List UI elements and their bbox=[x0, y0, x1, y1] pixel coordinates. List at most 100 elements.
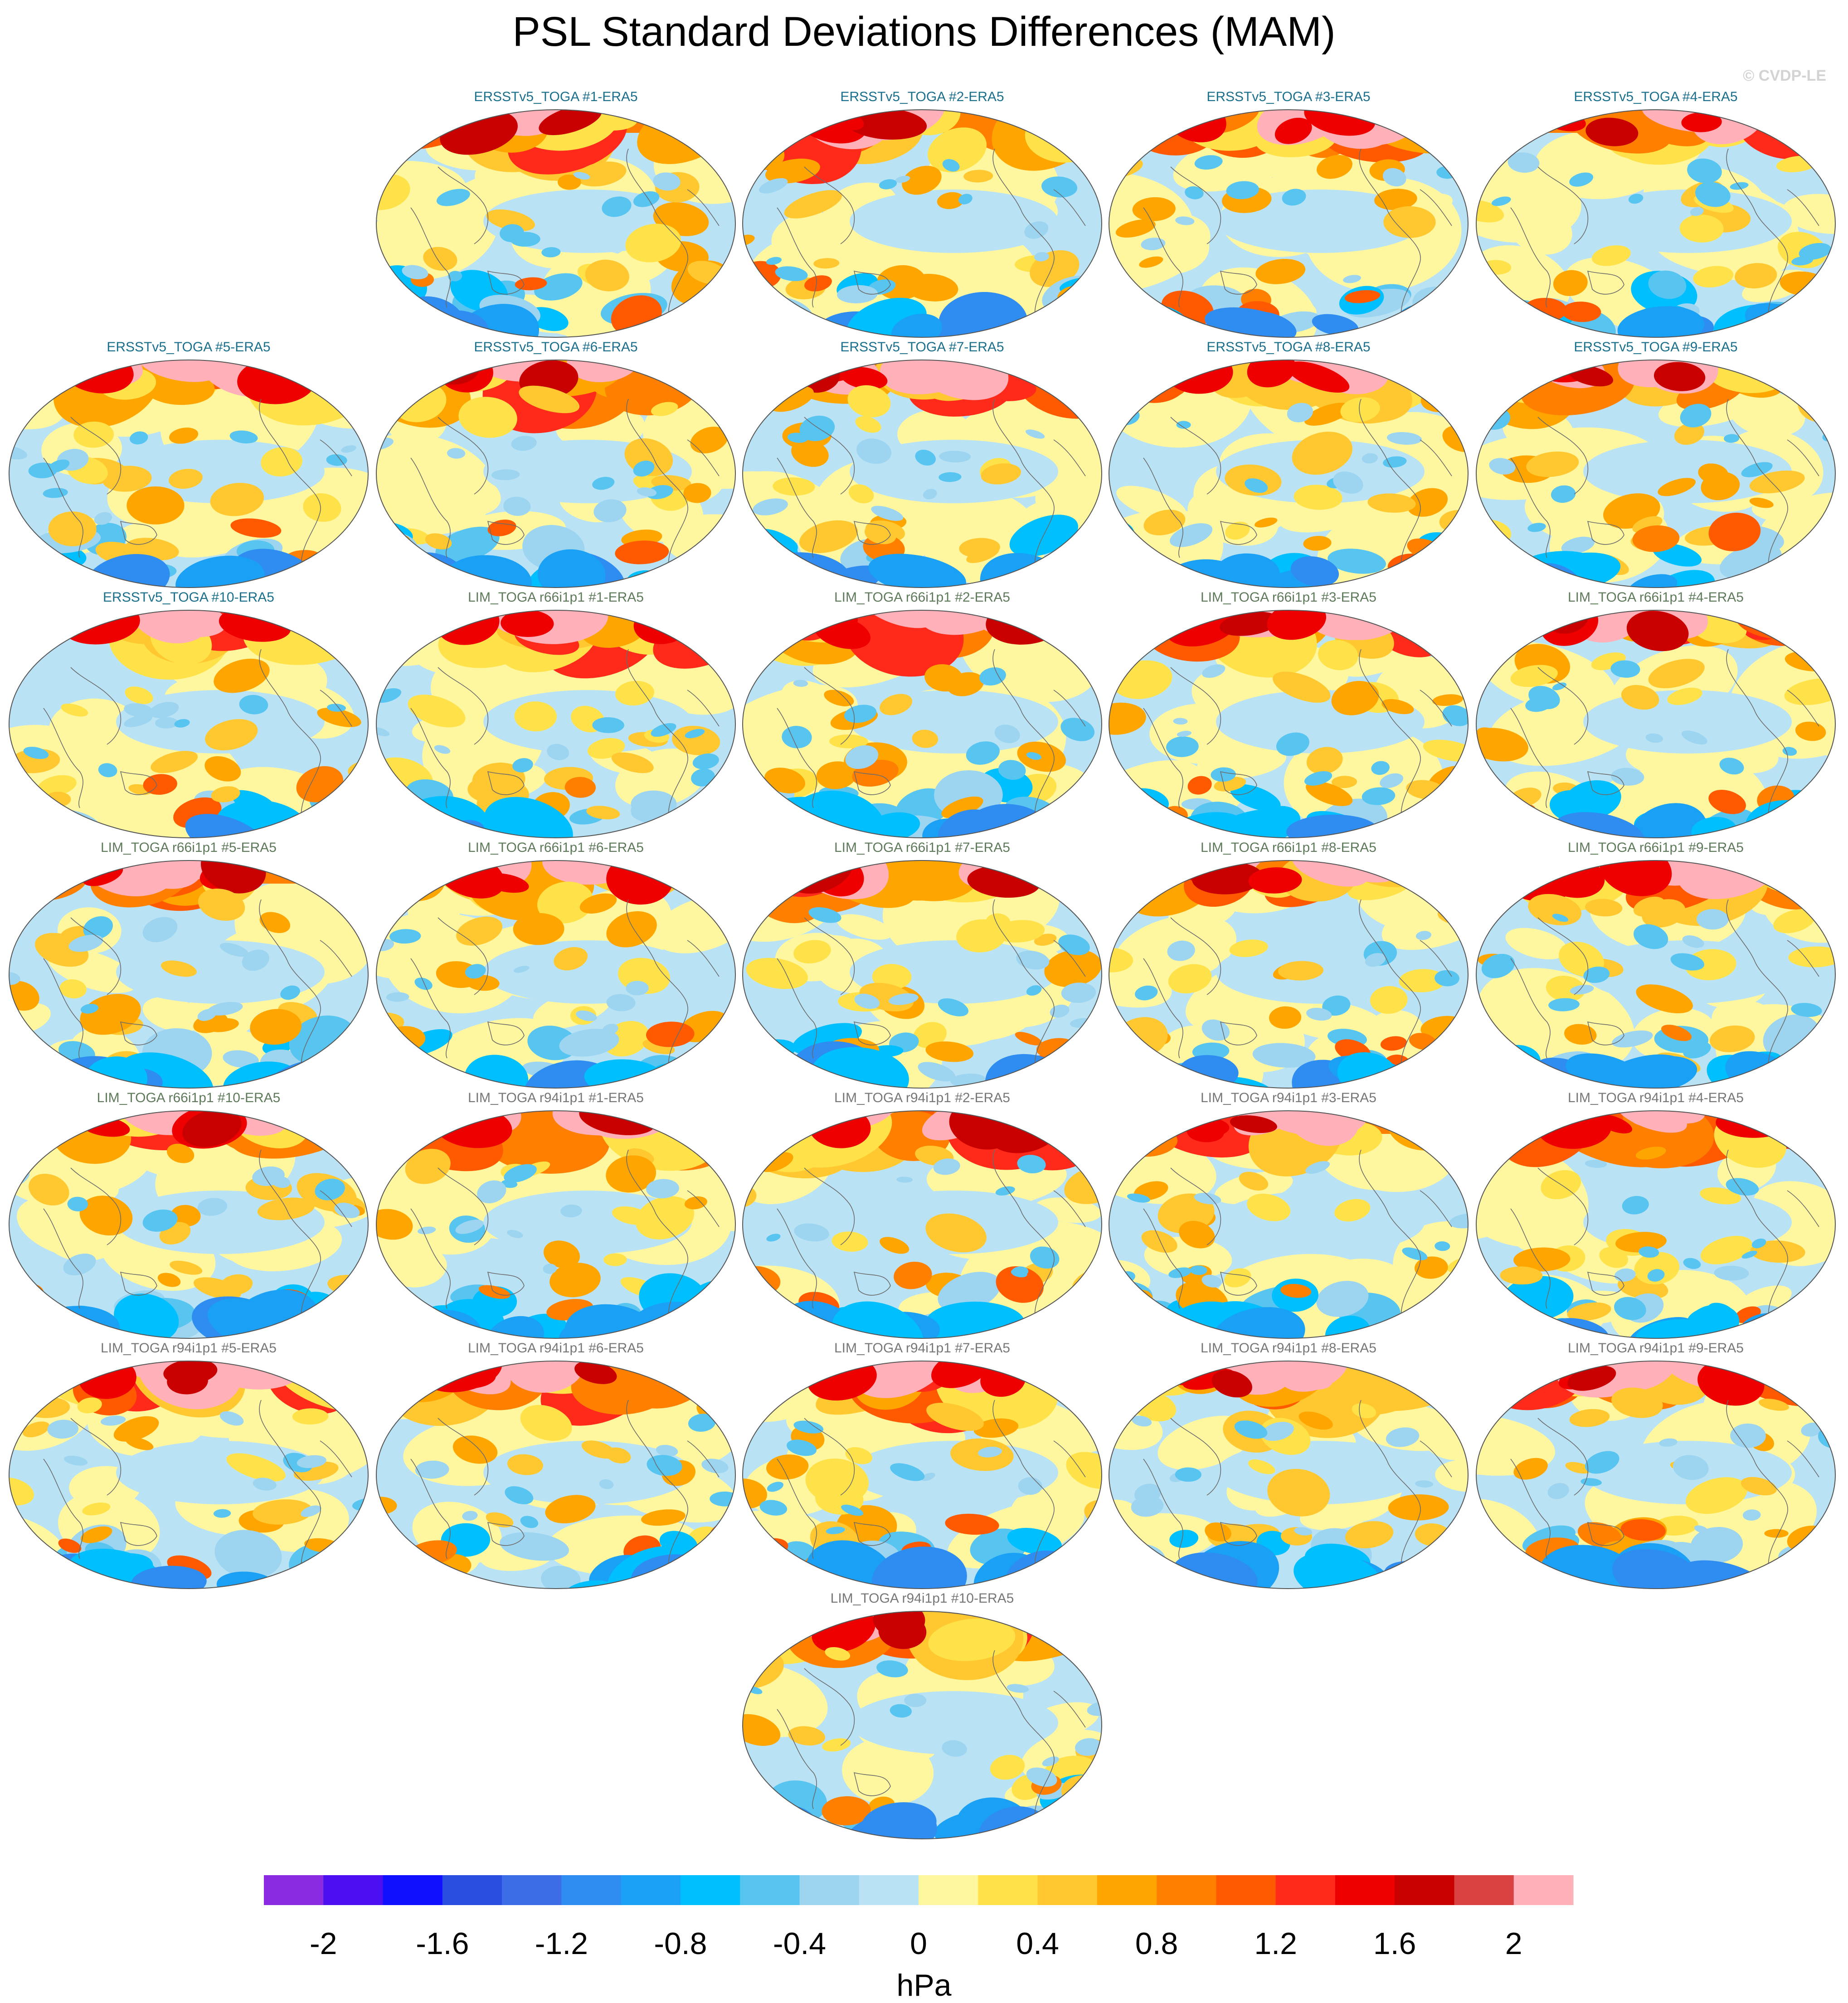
map-panel: LIM_TOGA r66i1p1 #7-ERA5 bbox=[741, 840, 1104, 1090]
world-map bbox=[1476, 360, 1836, 588]
world-map bbox=[9, 360, 369, 588]
panel-title: ERSSTv5_TOGA #3-ERA5 bbox=[1206, 89, 1371, 104]
colorbar-swatch bbox=[1395, 1875, 1454, 1905]
panel-title: LIM_TOGA r94i1p1 #2-ERA5 bbox=[834, 1090, 1010, 1105]
panel-title: LIM_TOGA r66i1p1 #5-ERA5 bbox=[101, 840, 277, 855]
world-map bbox=[1109, 1361, 1469, 1589]
map-panel: ERSSTv5_TOGA #4-ERA5 bbox=[1474, 89, 1837, 339]
panel-title: LIM_TOGA r66i1p1 #10-ERA5 bbox=[97, 1090, 281, 1105]
world-map bbox=[742, 1611, 1102, 1839]
map-panel: ERSSTv5_TOGA #7-ERA5 bbox=[741, 339, 1104, 589]
colorbar-tick-label: 1.2 bbox=[1254, 1926, 1297, 1961]
colorbar-tick-label: 0.4 bbox=[1016, 1926, 1059, 1961]
colorbar-tick-label: 2 bbox=[1505, 1926, 1522, 1961]
panel-title: LIM_TOGA r66i1p1 #9-ERA5 bbox=[1568, 840, 1744, 855]
colorbar-swatch bbox=[561, 1875, 622, 1905]
panel-title: LIM_TOGA r94i1p1 #6-ERA5 bbox=[468, 1341, 644, 1356]
panel-title: ERSSTv5_TOGA #9-ERA5 bbox=[1574, 340, 1738, 355]
map-panel: ERSSTv5_TOGA #9-ERA5 bbox=[1474, 339, 1837, 589]
panel-title: LIM_TOGA r94i1p1 #10-ERA5 bbox=[830, 1591, 1014, 1606]
map-panel: ERSSTv5_TOGA #6-ERA5 bbox=[374, 339, 737, 589]
panel-title: ERSSTv5_TOGA #6-ERA5 bbox=[474, 340, 638, 355]
panel-title: ERSSTv5_TOGA #4-ERA5 bbox=[1574, 89, 1738, 104]
world-map bbox=[1476, 1361, 1836, 1589]
panel-title: LIM_TOGA r66i1p1 #7-ERA5 bbox=[834, 840, 1010, 855]
world-map bbox=[1476, 860, 1836, 1089]
map-panel: LIM_TOGA r94i1p1 #10-ERA5 bbox=[741, 1590, 1104, 1841]
panel-title: ERSSTv5_TOGA #1-ERA5 bbox=[474, 89, 638, 104]
map-panel: ERSSTv5_TOGA #8-ERA5 bbox=[1107, 339, 1470, 589]
map-panel: LIM_TOGA r66i1p1 #4-ERA5 bbox=[1474, 589, 1837, 840]
panel-title: ERSSTv5_TOGA #2-ERA5 bbox=[840, 89, 1004, 104]
page-title: PSL Standard Deviations Differences (MAM… bbox=[512, 9, 1336, 55]
colorbar-swatch bbox=[1037, 1875, 1098, 1905]
map-panel: LIM_TOGA r94i1p1 #1-ERA5 bbox=[374, 1090, 737, 1340]
map-panel: LIM_TOGA r66i1p1 #9-ERA5 bbox=[1474, 840, 1837, 1090]
panel-title: LIM_TOGA r66i1p1 #8-ERA5 bbox=[1201, 840, 1376, 855]
map-panel: LIM_TOGA r66i1p1 #1-ERA5 bbox=[374, 589, 737, 840]
world-map bbox=[376, 109, 736, 338]
colorbar-swatch bbox=[799, 1875, 860, 1905]
map-panel: LIM_TOGA r94i1p1 #7-ERA5 bbox=[741, 1340, 1104, 1590]
colorbar-swatch bbox=[1097, 1875, 1157, 1905]
map-panel: LIM_TOGA r94i1p1 #3-ERA5 bbox=[1107, 1090, 1470, 1340]
colorbar-tick-label: 1.6 bbox=[1373, 1926, 1416, 1961]
colorbar-tick-label: -2 bbox=[310, 1926, 337, 1961]
colorbar-units: hPa bbox=[896, 1968, 952, 2003]
world-map bbox=[1109, 1110, 1469, 1339]
world-map bbox=[1476, 610, 1836, 838]
panel-title: LIM_TOGA r94i1p1 #3-ERA5 bbox=[1201, 1090, 1376, 1105]
world-map bbox=[1476, 109, 1836, 338]
map-panel: LIM_TOGA r94i1p1 #5-ERA5 bbox=[7, 1340, 370, 1590]
map-panel: LIM_TOGA r94i1p1 #6-ERA5 bbox=[374, 1340, 737, 1590]
map-panel: LIM_TOGA r94i1p1 #8-ERA5 bbox=[1107, 1340, 1470, 1590]
panel-title: LIM_TOGA r66i1p1 #2-ERA5 bbox=[834, 590, 1010, 605]
world-map bbox=[1109, 109, 1469, 338]
colorbar-swatch bbox=[383, 1875, 443, 1905]
colorbar-swatch bbox=[264, 1875, 324, 1905]
colorbar-swatch bbox=[323, 1875, 384, 1905]
map-panel: LIM_TOGA r94i1p1 #2-ERA5 bbox=[741, 1090, 1104, 1340]
world-map bbox=[1109, 860, 1469, 1089]
world-map bbox=[376, 1110, 736, 1339]
map-panel: ERSSTv5_TOGA #2-ERA5 bbox=[741, 89, 1104, 339]
world-map bbox=[376, 1361, 736, 1589]
panel-title: LIM_TOGA r94i1p1 #8-ERA5 bbox=[1201, 1341, 1376, 1356]
panel-title: LIM_TOGA r94i1p1 #1-ERA5 bbox=[468, 1090, 644, 1105]
panel-title: LIM_TOGA r66i1p1 #1-ERA5 bbox=[468, 590, 644, 605]
colorbar-swatch bbox=[1454, 1875, 1514, 1905]
panel-title: ERSSTv5_TOGA #10-ERA5 bbox=[103, 590, 274, 605]
map-panel: LIM_TOGA r94i1p1 #9-ERA5 bbox=[1474, 1340, 1837, 1590]
map-panel: LIM_TOGA r66i1p1 #3-ERA5 bbox=[1107, 589, 1470, 840]
map-panel: LIM_TOGA r66i1p1 #6-ERA5 bbox=[374, 840, 737, 1090]
colorbar-tick-label: 0 bbox=[910, 1926, 927, 1961]
map-panel: ERSSTv5_TOGA #10-ERA5 bbox=[7, 589, 370, 840]
colorbar-swatch bbox=[859, 1875, 919, 1905]
colorbar-tick-label: -1.6 bbox=[416, 1926, 469, 1961]
map-panel: LIM_TOGA r94i1p1 #4-ERA5 bbox=[1474, 1090, 1837, 1340]
colorbar-swatch bbox=[1335, 1875, 1395, 1905]
colorbar-swatch bbox=[1216, 1875, 1276, 1905]
map-panel: ERSSTv5_TOGA #1-ERA5 bbox=[374, 89, 737, 339]
world-map bbox=[742, 610, 1102, 838]
world-map bbox=[9, 860, 369, 1089]
panel-title: LIM_TOGA r94i1p1 #9-ERA5 bbox=[1568, 1341, 1744, 1356]
colorbar-swatch bbox=[740, 1875, 800, 1905]
panel-title: LIM_TOGA r94i1p1 #5-ERA5 bbox=[101, 1341, 277, 1356]
colorbar-swatch bbox=[1513, 1875, 1574, 1905]
colorbar-tick-label: -0.8 bbox=[654, 1926, 707, 1961]
map-panel: ERSSTv5_TOGA #3-ERA5 bbox=[1107, 89, 1470, 339]
panel-title: LIM_TOGA r66i1p1 #3-ERA5 bbox=[1201, 590, 1376, 605]
colorbar-swatch bbox=[680, 1875, 740, 1905]
world-map bbox=[742, 1110, 1102, 1339]
colorbar-swatch bbox=[978, 1875, 1038, 1905]
panel-title: LIM_TOGA r94i1p1 #7-ERA5 bbox=[834, 1341, 1010, 1356]
world-map bbox=[376, 610, 736, 838]
world-map bbox=[742, 1361, 1102, 1589]
world-map bbox=[376, 360, 736, 588]
world-map bbox=[376, 860, 736, 1089]
credit-label: © CVDP-LE bbox=[1743, 67, 1826, 84]
world-map bbox=[742, 860, 1102, 1089]
map-panel: LIM_TOGA r66i1p1 #5-ERA5 bbox=[7, 840, 370, 1090]
map-panel: ERSSTv5_TOGA #5-ERA5 bbox=[7, 339, 370, 589]
